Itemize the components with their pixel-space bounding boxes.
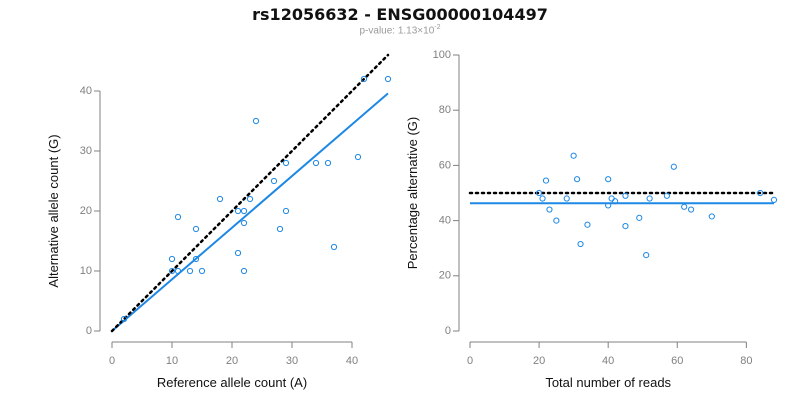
left-data-point: [198, 267, 206, 275]
left-data-point: [234, 207, 242, 215]
left-x-tick-label: 20: [226, 355, 238, 367]
left-data-point: [354, 153, 362, 161]
right-data-point: [570, 152, 577, 159]
right-data-point: [611, 198, 619, 205]
right-data-point: [605, 176, 612, 183]
right-x-tick-label: 40: [602, 355, 614, 367]
right-y-axis-title: Percentage alternative (G): [405, 117, 420, 269]
right-y-tick-label: 100: [433, 49, 451, 61]
left-data-point: [312, 159, 320, 167]
p-value-text: p-value: 1.13×10: [359, 25, 435, 37]
left-y-tick-label: 30: [80, 145, 92, 157]
left-y-tick-label: 40: [80, 85, 92, 97]
left-fit-line: [111, 92, 389, 332]
right-x-axis-title: Total number of reads: [545, 375, 671, 390]
left-data-point: [240, 207, 248, 215]
right-data-point: [622, 223, 629, 230]
left-data-point: [282, 159, 290, 167]
left-data-point: [192, 225, 200, 233]
left-y-tick-label: 20: [80, 205, 92, 217]
left-x-axis-title: Reference allele count (A): [157, 375, 307, 390]
left-data-point: [324, 159, 332, 167]
left-data-point: [216, 195, 224, 203]
left-panel: 0 10 20 30 40 0 10 20 30 40 Reference allele count…: [46, 53, 392, 390]
left-reference-line: [110, 53, 390, 333]
left-y-tick-label: 10: [80, 265, 92, 277]
right-data-point: [636, 214, 643, 221]
right-y-tick-label: 20: [439, 270, 451, 282]
left-x-tick-label: 40: [346, 355, 358, 367]
left-data-point: [282, 207, 290, 215]
right-data-point: [539, 195, 546, 202]
right-data-point: [770, 196, 778, 203]
right-y-tick-label: 80: [439, 104, 451, 116]
right-panel: 0 20 40 60 80 0 20 40 60 80 100 Total number of rea…: [405, 49, 778, 390]
left-data-point: [234, 249, 242, 257]
left-y-tick-label: 0: [86, 325, 92, 337]
right-data-point: [546, 206, 553, 213]
chart-subtitle: p-value: 1.13×10-2: [0, 24, 800, 36]
left-data-point: [360, 75, 368, 83]
right-data-point: [687, 206, 695, 213]
right-data-point: [670, 163, 677, 170]
right-y-tick-label: 40: [439, 215, 451, 227]
right-data-point: [577, 240, 584, 248]
left-data-point: [186, 267, 194, 275]
right-data-point: [646, 195, 653, 202]
left-data-point: [246, 195, 254, 203]
right-data-point: [608, 195, 615, 202]
left-x-tick-label: 0: [109, 355, 115, 367]
left-data-point: [192, 255, 200, 263]
right-data-point: [681, 203, 688, 210]
right-data-point: [757, 189, 764, 197]
right-data-point: [643, 252, 650, 259]
right-data-point: [584, 221, 591, 228]
left-data-point: [276, 225, 284, 233]
right-data-point: [663, 192, 671, 199]
right-data-point: [553, 217, 560, 224]
left-data-point: [174, 267, 182, 275]
left-x-tick-label: 10: [166, 355, 178, 367]
p-value-exponent: -2: [434, 24, 441, 31]
right-data-point: [708, 213, 715, 220]
left-data-point: [120, 315, 128, 323]
right-y-tick-label: 60: [439, 159, 451, 171]
right-data-point: [542, 177, 550, 184]
right-data-point: [535, 189, 543, 197]
right-data-point: [605, 202, 612, 209]
left-data-point: [252, 117, 260, 125]
right-data-point: [573, 176, 581, 183]
left-data-point: [168, 255, 176, 263]
right-data-point: [622, 192, 629, 199]
left-data-point: [168, 267, 176, 275]
right-x-tick-label: 20: [533, 355, 545, 367]
left-y-axis-title: Alternative allele count (G): [46, 134, 61, 287]
left-data-point: [330, 243, 338, 251]
left-data-point: [240, 267, 248, 275]
left-data-point: [174, 213, 182, 221]
right-x-tick-label: 80: [740, 355, 752, 367]
right-data-point: [563, 195, 570, 202]
right-y-tick-label: 0: [445, 325, 451, 337]
right-x-tick-label: 60: [671, 355, 683, 367]
chart-title: rs12056632 - ENSG00000104497: [252, 5, 548, 24]
right-x-tick-label: 0: [467, 355, 473, 367]
left-data-point: [240, 219, 248, 227]
left-data-point: [384, 75, 392, 83]
left-x-tick-label: 30: [286, 355, 298, 367]
left-data-point: [270, 177, 278, 185]
